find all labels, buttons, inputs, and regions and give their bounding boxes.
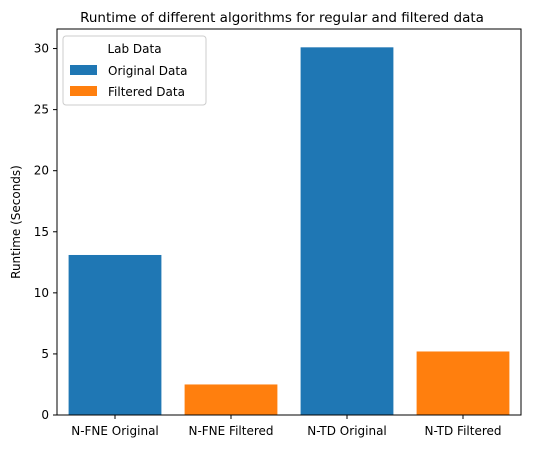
legend-label-filtered: Filtered Data [108, 85, 185, 99]
legend-title: Lab Data [107, 42, 161, 56]
plot-frame [56, 28, 522, 416]
bar-n-fne-filtered [184, 384, 278, 415]
y-tick-label: 5 [41, 347, 49, 361]
y-axis-label: Runtime (Seconds) [9, 165, 23, 279]
bar-n-td-original [300, 47, 394, 415]
y-axis-ticks: 0 5 10 15 20 25 30 [34, 42, 57, 422]
bar-n-td-filtered [416, 351, 510, 415]
bars-layer [68, 47, 510, 415]
y-tick-label: 30 [34, 42, 49, 56]
y-tick-label: 0 [41, 408, 49, 422]
legend-swatch-filtered [70, 86, 97, 96]
x-tick-label: N-FNE Original [71, 424, 159, 438]
bar-n-fne-original [68, 254, 162, 415]
legend: Lab Data Original Data Filtered Data [62, 35, 207, 106]
chart-title: Runtime of different algorithms for regu… [80, 10, 484, 26]
x-tick-label: N-TD Original [307, 424, 387, 438]
x-axis-ticks: N-FNE Original N-FNE Filtered N-TD Origina… [71, 415, 502, 438]
legend-swatch-original [70, 65, 97, 75]
legend-label-original: Original Data [108, 64, 187, 78]
legend-box [62, 35, 207, 106]
y-tick-label: 10 [34, 286, 49, 300]
y-tick-label: 20 [34, 164, 49, 178]
y-tick-label: 25 [34, 103, 49, 117]
x-tick-label: N-FNE Filtered [188, 424, 273, 438]
x-tick-label: N-TD Filtered [424, 424, 501, 438]
y-tick-label: 15 [34, 225, 49, 239]
